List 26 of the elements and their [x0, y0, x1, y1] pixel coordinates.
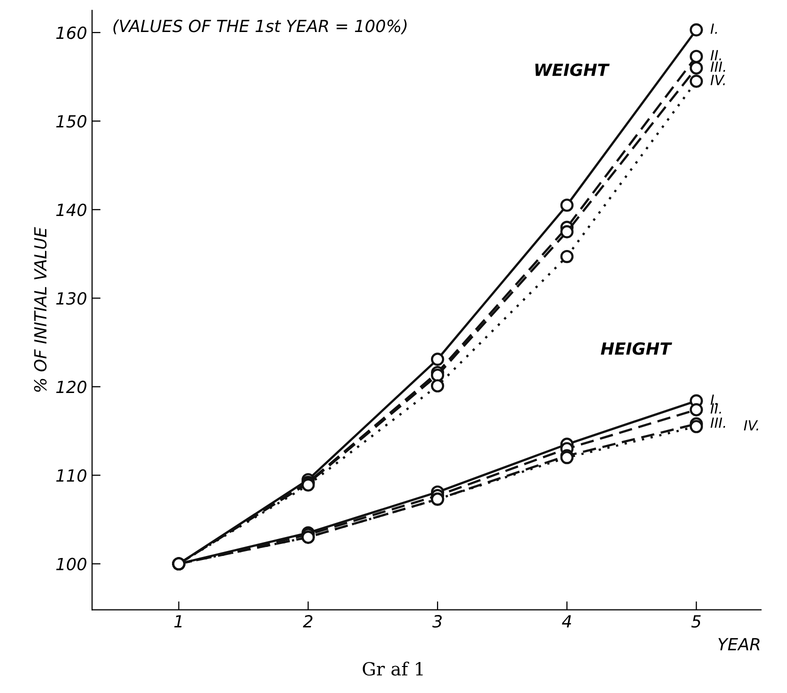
series-label: III. [710, 62, 726, 72]
series-label: III. [710, 418, 726, 428]
y-tick-label: 110 [56, 469, 86, 482]
y-tick-label: 100 [56, 558, 86, 570]
x-tick-label: 4 [562, 615, 572, 628]
y-tick-label: 130 [56, 292, 86, 305]
y-tick-label: 150 [56, 115, 86, 128]
y-tick-label: 120 [56, 380, 86, 394]
x-tick-label: 2 [302, 614, 312, 628]
series-label: II. [710, 403, 721, 414]
series-label: IV. [710, 74, 725, 86]
chart-subtitle: (VALUES OF THE 1st YEAR = 100%) [113, 19, 407, 34]
x-tick-label: 1 [174, 615, 182, 628]
text: Gr af 1 [362, 662, 423, 676]
y-tick-label: 160 [56, 26, 86, 40]
x-tick-label: 5 [691, 615, 701, 628]
series-label: I. [710, 394, 717, 405]
y-axis-title: % OF INITIAL VALUE [34, 227, 47, 392]
x-tick-label: 3 [432, 614, 442, 628]
annotation: WEIGHT [535, 63, 610, 76]
text: IV. [744, 420, 758, 430]
series-label: I. [710, 24, 717, 34]
series-label: II. [710, 50, 721, 60]
x-axis-title: YEAR [718, 638, 760, 650]
annotation: HEIGHT [600, 342, 672, 355]
y-tick-label: 140 [56, 204, 86, 216]
